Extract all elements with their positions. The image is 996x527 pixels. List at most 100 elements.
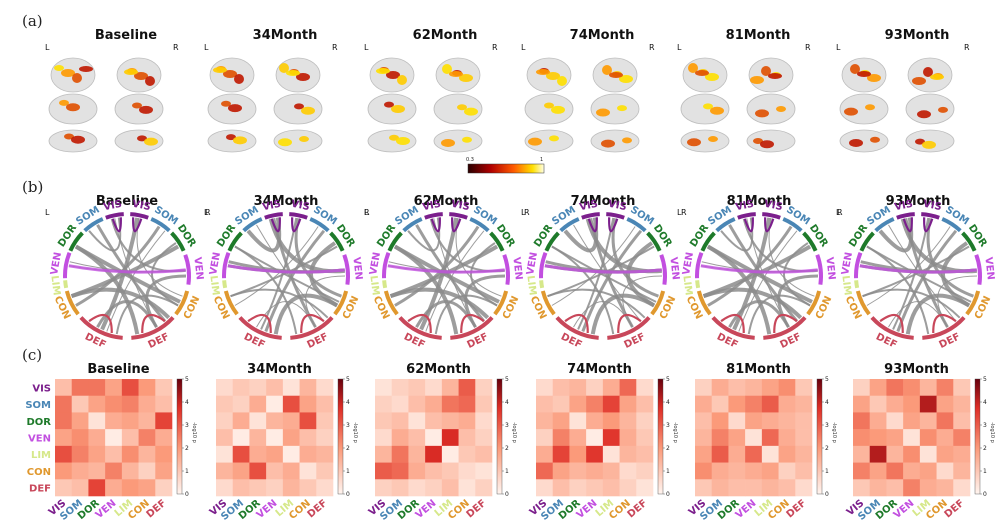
network-arc xyxy=(64,290,80,316)
heatmap-cell xyxy=(536,412,554,430)
hemisphere-right-label: R xyxy=(364,208,370,217)
activation-region xyxy=(286,70,300,76)
activation-region xyxy=(396,137,410,145)
brain-map-3: 74Month L R xyxy=(521,28,655,153)
heatmap-cell xyxy=(853,395,871,413)
network-arc xyxy=(854,280,860,289)
brain-map-title: Baseline xyxy=(95,28,157,43)
network-arc-label: VIS xyxy=(131,199,151,214)
activation-region xyxy=(546,72,560,80)
network-arc xyxy=(383,290,399,316)
heatmap-cell xyxy=(391,429,409,447)
network-arc xyxy=(802,231,818,252)
heatmap-cell xyxy=(105,379,123,397)
chord-title: 74Month xyxy=(571,194,636,209)
activation-region xyxy=(301,106,315,115)
panel-label-b: (b) xyxy=(22,178,43,196)
colorbar-tick: 3 xyxy=(983,422,987,429)
activation-region xyxy=(228,104,242,113)
heatmap-cell xyxy=(441,462,459,480)
heatmap-cell xyxy=(55,429,73,447)
heatmap-cell xyxy=(795,429,813,447)
heatmap-cell xyxy=(121,462,139,480)
colorbar-tick: 0 xyxy=(505,491,509,498)
activation-region xyxy=(144,137,158,146)
network-arc-label: VEN xyxy=(208,251,223,276)
heatmap-cell xyxy=(795,445,813,463)
network-arc xyxy=(559,217,580,233)
brain-map-2: 62Month L R xyxy=(364,28,498,153)
network-arc xyxy=(183,254,191,285)
activation-region xyxy=(221,100,231,107)
activation-region xyxy=(688,63,698,73)
network-arc xyxy=(223,290,239,316)
hemisphere-left-label: L xyxy=(521,43,526,52)
heatmap-cell xyxy=(232,412,250,430)
heatmap-cell xyxy=(745,379,763,397)
activation-region xyxy=(386,71,400,79)
hemisphere-left-label: L xyxy=(45,43,50,52)
heatmap-title: 93Month xyxy=(884,362,949,377)
brain-surface xyxy=(524,129,574,153)
heatmap-cell xyxy=(316,429,334,447)
network-arc xyxy=(965,290,981,316)
heatmap-cell xyxy=(316,395,334,413)
connection-chord xyxy=(702,287,803,320)
heatmap-cell xyxy=(249,395,267,413)
heatmap-cell xyxy=(282,379,300,397)
colorbar-tick: 3 xyxy=(346,422,350,429)
heatmap-cell xyxy=(569,412,587,430)
heatmap-4: 81MonthVISSOMDORVENLIMCONDEF012345-log10… xyxy=(687,362,837,523)
heatmap-cell xyxy=(232,429,250,447)
colorbar-tick: 0 xyxy=(346,491,350,498)
network-arc-label: LIM xyxy=(48,275,62,296)
activation-region xyxy=(391,105,405,113)
activation-region xyxy=(233,136,247,145)
activation-region xyxy=(755,109,769,118)
network-arc xyxy=(493,290,509,316)
heatmap-cell xyxy=(761,379,779,397)
heatmap-cell xyxy=(552,429,570,447)
heatmap-cell xyxy=(795,412,813,430)
heatmap-cell xyxy=(216,412,234,430)
heatmap-cell xyxy=(602,429,620,447)
heatmap-cell xyxy=(886,429,904,447)
connection-chord xyxy=(145,274,187,328)
network-arc xyxy=(170,231,186,252)
activation-region xyxy=(870,136,880,143)
network-arc xyxy=(402,217,423,233)
heatmap-cell xyxy=(299,395,317,413)
colorbar-tick: 4 xyxy=(505,399,509,406)
network-arc-label: LIM xyxy=(207,275,221,296)
network-arc xyxy=(130,212,149,220)
network-arc xyxy=(242,217,263,233)
heatmap-cell xyxy=(282,395,300,413)
connection-chord xyxy=(115,294,179,335)
heatmap-3: 74MonthVISSOMDORVENLIMCONDEF012345-log10… xyxy=(528,362,678,523)
brain-colorbar: 0.3 1 xyxy=(466,157,545,174)
network-arc xyxy=(544,231,560,252)
network-arc-label: VIS xyxy=(262,199,282,214)
connection-loop xyxy=(111,217,122,233)
activation-region xyxy=(279,63,289,73)
network-arc-label: DOR xyxy=(215,223,238,250)
network-arc xyxy=(696,290,712,316)
network-arc xyxy=(922,316,966,340)
activation-region xyxy=(849,138,863,147)
chord-diagram-5: 93MonthLRVISVISSOMDORVENCONDEFDEFCONLIMV… xyxy=(836,194,996,351)
heatmap-cell xyxy=(249,379,267,397)
heatmap-cell xyxy=(391,462,409,480)
connection-chord xyxy=(234,245,298,335)
heatmap-cell xyxy=(441,412,459,430)
activation-region xyxy=(296,73,310,81)
heatmap-cell xyxy=(886,412,904,430)
activation-region xyxy=(72,73,82,83)
hemisphere-right-label: R xyxy=(837,208,843,217)
brain-surface xyxy=(839,93,889,125)
heatmap-cell xyxy=(586,395,604,413)
network-arc-label: VIS xyxy=(894,199,914,214)
heatmap-cell xyxy=(903,412,921,430)
connection-loop xyxy=(564,313,589,334)
colorbar-tick: 2 xyxy=(346,445,350,452)
